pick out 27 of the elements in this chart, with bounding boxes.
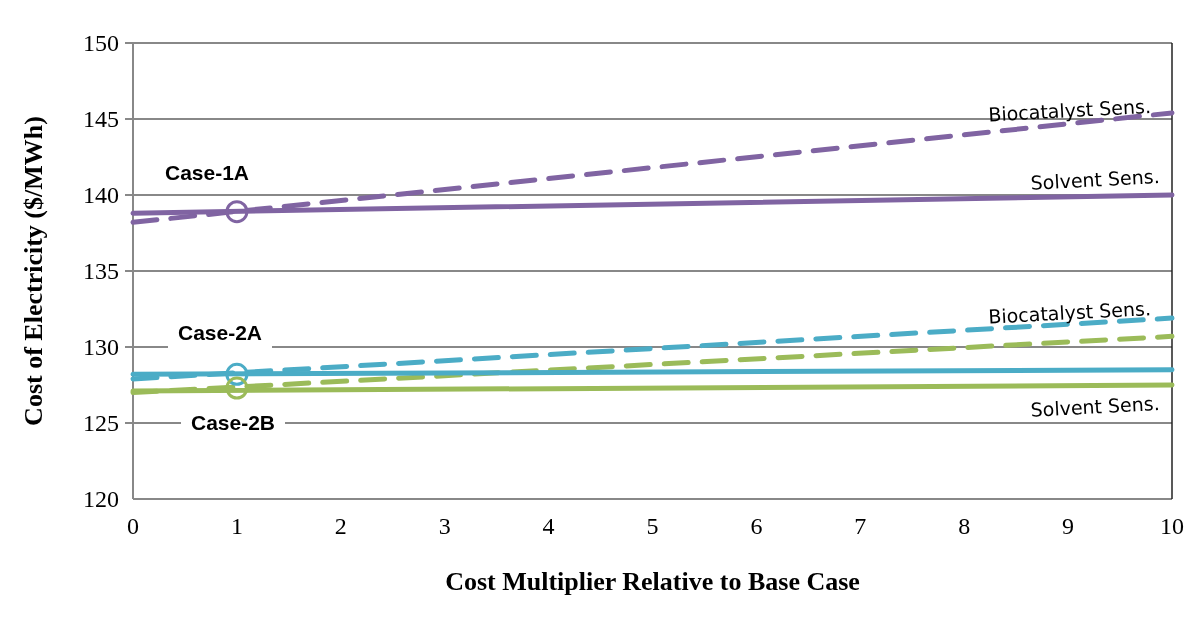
x-tick-label: 7	[854, 513, 867, 539]
x-tick-label: 4	[542, 513, 555, 539]
annotation: Biocatalyst Sens.	[987, 297, 1152, 328]
x-tick-label: 0	[127, 513, 139, 539]
x-tick-label: 6	[750, 513, 763, 539]
y-tick-label: 145	[83, 106, 119, 132]
x-tick-label: 9	[1062, 513, 1075, 539]
annotation: Case-2A	[177, 321, 263, 344]
x-tick-label: 2	[334, 513, 347, 539]
annotation: Solvent Sens.	[1030, 165, 1161, 194]
annotation: Solvent Sens.	[1030, 392, 1161, 421]
annotation: Case-2B	[190, 411, 276, 434]
x-axis-title: Cost Multiplier Relative to Base Case	[445, 567, 860, 596]
y-tick-label: 135	[83, 258, 119, 284]
x-tick-label: 10	[1160, 513, 1184, 539]
x-tick-label: 3	[438, 513, 451, 539]
y-tick-label: 125	[83, 410, 119, 436]
x-tick-label: 8	[958, 513, 971, 539]
x-tick-label: 1	[230, 513, 243, 539]
y-tick-label: 120	[83, 486, 119, 512]
x-tick-label: 5	[646, 513, 659, 539]
annotation: Case-1A	[164, 161, 250, 184]
y-tick-label: 130	[83, 334, 119, 360]
y-axis-title: Cost of Electricity ($/MWh)	[19, 116, 48, 426]
y-tick-label: 150	[83, 30, 119, 56]
annotation: Biocatalyst Sens.	[987, 94, 1152, 126]
y-tick-label: 140	[83, 182, 119, 208]
